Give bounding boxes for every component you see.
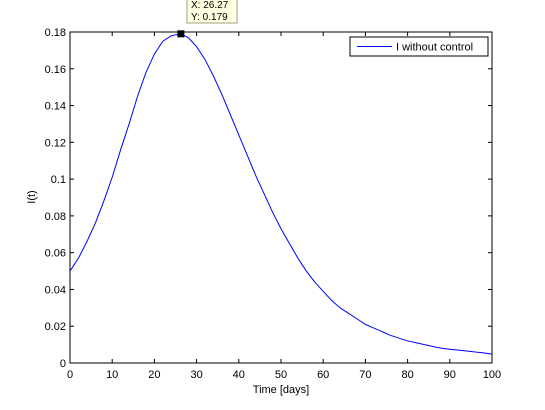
datatip-marker[interactable] (177, 30, 185, 38)
tick-labels: 0 10 20 30 40 50 60 70 80 90 100 0 0.02 0.04 0.06 0.08 0… (45, 27, 502, 381)
legend-box (349, 36, 489, 57)
datatip-y: Y: 0.179 (191, 12, 228, 23)
y-tick-label: 0 (60, 358, 66, 370)
datatip-box (186, 0, 238, 24)
y-tick-label: 0.06 (45, 248, 66, 260)
x-tick-label: 50 (275, 369, 287, 381)
plot-frame (69, 31, 493, 364)
legend: I without control (349, 36, 489, 57)
datatip[interactable]: X: 26.27 Y: 0.179 (177, 0, 238, 38)
x-axis-label: Time [days] (253, 384, 309, 396)
y-tick-label: 0.02 (45, 321, 66, 333)
y-tick-label: 0.04 (45, 284, 66, 296)
y-tick-label: 0.12 (45, 137, 66, 149)
x-tick-label: 0 (67, 369, 73, 381)
legend-label: I without control (396, 42, 473, 54)
y-axis-label: I(t) (26, 190, 38, 203)
datatip-x: X: 26.27 (191, 0, 229, 11)
x-tick-label: 20 (148, 369, 160, 381)
y-tick-label: 0.16 (45, 64, 66, 76)
y-tick-label: 0.14 (45, 101, 66, 113)
y-tick-label: 0.18 (45, 27, 66, 39)
plot-area (70, 32, 492, 363)
x-tick-label: 80 (401, 369, 413, 381)
x-tick-label: 10 (106, 369, 118, 381)
x-tick-label: 30 (190, 369, 202, 381)
series-line-i-without-control (69, 33, 493, 355)
x-tick-label: 40 (233, 369, 245, 381)
x-tick-label: 60 (317, 369, 329, 381)
y-tick-label: 0.08 (45, 211, 66, 223)
x-tick-label: 100 (483, 369, 501, 381)
y-tick-label: 0.1 (51, 174, 66, 186)
x-tick-label: 90 (444, 369, 456, 381)
x-tick-label: 70 (359, 369, 371, 381)
